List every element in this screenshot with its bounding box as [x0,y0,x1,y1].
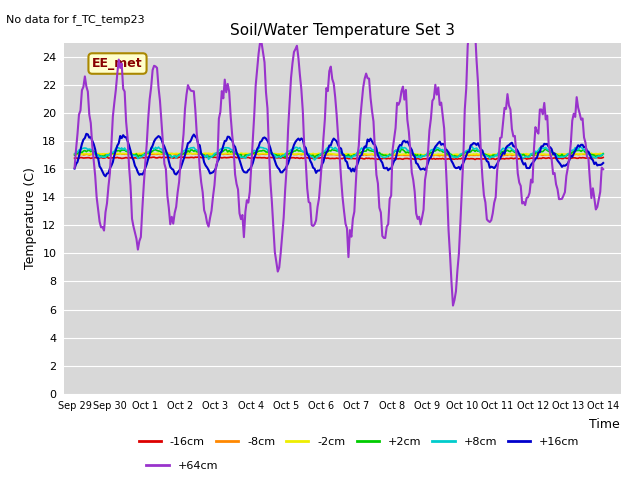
Y-axis label: Temperature (C): Temperature (C) [24,168,36,269]
Title: Soil/Water Temperature Set 3: Soil/Water Temperature Set 3 [230,23,455,38]
X-axis label: Time: Time [589,418,620,431]
Legend: +64cm: +64cm [142,457,223,476]
Text: EE_met: EE_met [92,57,143,70]
Text: No data for f_TC_temp23: No data for f_TC_temp23 [6,14,145,25]
